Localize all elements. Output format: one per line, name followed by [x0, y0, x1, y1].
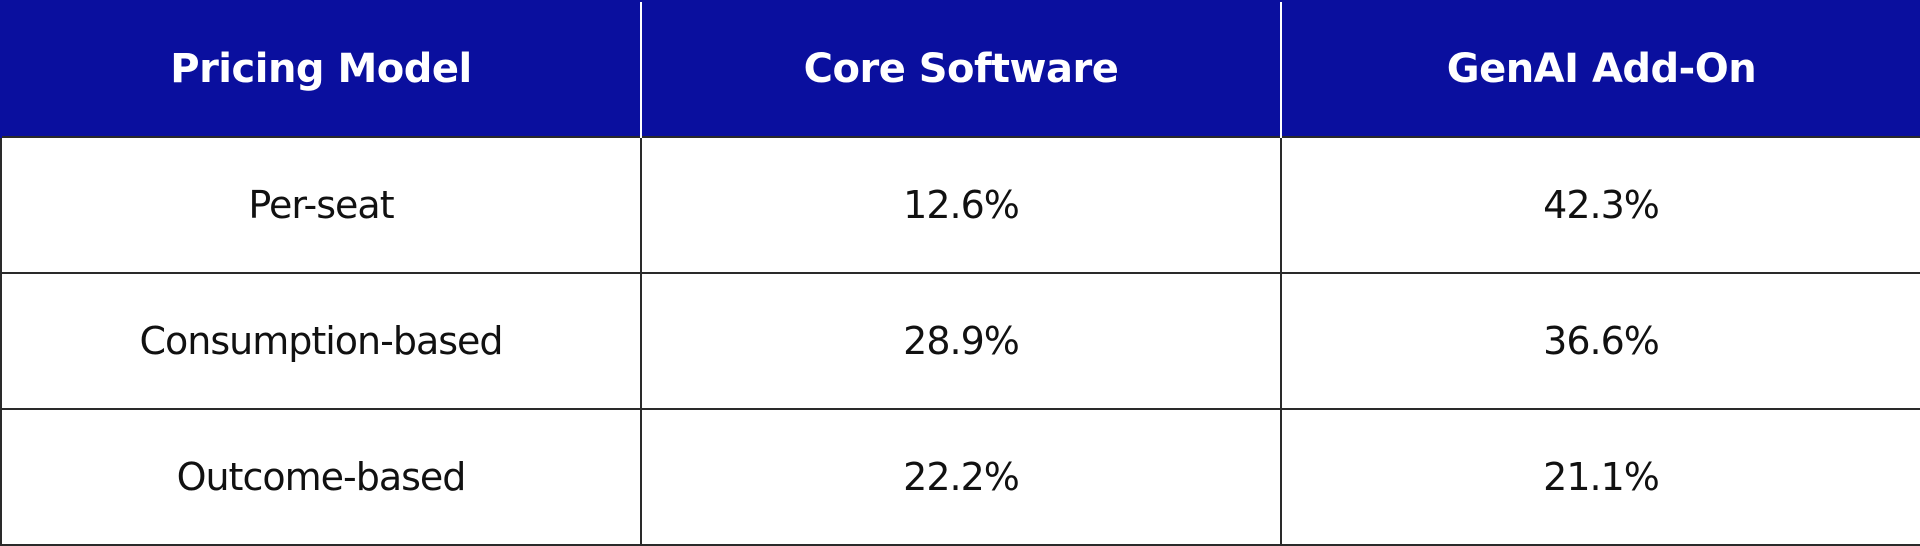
cell-pricing-model: Per-seat — [0, 136, 642, 274]
table-row: Consumption-based 28.9% 36.6% — [0, 272, 1920, 410]
table-body: Per-seat 12.6% 42.3% Consumption-based 2… — [0, 136, 1920, 546]
cell-pricing-model: Outcome-based — [0, 408, 642, 546]
cell-genai-add-on: 21.1% — [1280, 408, 1920, 546]
header-genai-add-on: GenAI Add-On — [1280, 0, 1920, 137]
table-row: Per-seat 12.6% 42.3% — [0, 136, 1920, 274]
table-header: Pricing Model Core Software GenAI Add-On — [0, 0, 1920, 137]
cell-core-software: 22.2% — [640, 408, 1282, 546]
header-row: Pricing Model Core Software GenAI Add-On — [0, 0, 1920, 137]
cell-genai-add-on: 36.6% — [1280, 272, 1920, 410]
cell-genai-add-on: 42.3% — [1280, 136, 1920, 274]
cell-core-software: 12.6% — [640, 136, 1282, 274]
cell-core-software: 28.9% — [640, 272, 1282, 410]
table-row: Outcome-based 22.2% 21.1% — [0, 408, 1920, 546]
cell-pricing-model: Consumption-based — [0, 272, 642, 410]
header-core-software: Core Software — [640, 0, 1281, 137]
header-pricing-model: Pricing Model — [0, 0, 641, 137]
